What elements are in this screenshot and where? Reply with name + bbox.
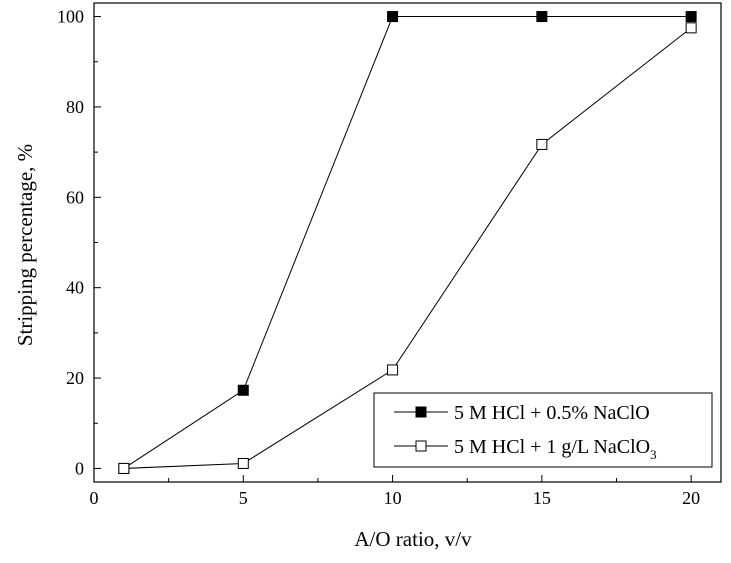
x-tick-label: 15 bbox=[533, 488, 551, 508]
data-point-series-2 bbox=[685, 22, 697, 34]
legend: 5 M HCl + 0.5% NaClO 5 M HCl + 1 g/L NaC… bbox=[373, 392, 713, 468]
data-point-series-2 bbox=[118, 462, 130, 474]
x-tick-label: 10 bbox=[384, 488, 402, 508]
y-tick-label: 80 bbox=[66, 97, 84, 117]
data-point-series-1 bbox=[387, 11, 399, 23]
plot-layer: 0 5 10 15 20 0 20 40 60 80 100 bbox=[57, 2, 722, 508]
legend-label-series-2-subscript: 3 bbox=[650, 447, 657, 462]
legend-frame bbox=[373, 392, 713, 468]
legend-label-series-2: 5 M HCl + 1 g/L NaClO3 bbox=[454, 436, 657, 462]
legend-label-series-2-text: 5 M HCl + 1 g/L NaClO bbox=[454, 436, 650, 458]
data-point-series-2 bbox=[237, 457, 249, 469]
y-tick-label: 100 bbox=[57, 7, 84, 27]
x-tick-label: 20 bbox=[682, 488, 700, 508]
x-tick-label: 5 bbox=[239, 488, 248, 508]
x-axis-title: A/O ratio, v/v bbox=[354, 527, 472, 551]
data-point-series-2 bbox=[536, 138, 548, 150]
legend-marker-series-2 bbox=[415, 440, 427, 452]
y-tick-label: 0 bbox=[75, 458, 84, 478]
x-tick-label: 0 bbox=[90, 488, 99, 508]
data-point-series-2 bbox=[387, 364, 399, 376]
data-point-series-1 bbox=[685, 11, 697, 23]
y-tick-label: 40 bbox=[66, 278, 84, 298]
y-tick-label: 20 bbox=[66, 368, 84, 388]
data-point-series-1 bbox=[536, 11, 548, 23]
y-tick-label: 60 bbox=[66, 187, 84, 207]
y-axis-title: Stripping percentage, % bbox=[13, 144, 37, 346]
data-point-series-1 bbox=[237, 384, 249, 396]
legend-marker-series-1 bbox=[415, 406, 427, 418]
legend-label-series-1: 5 M HCl + 0.5% NaClO bbox=[454, 402, 650, 424]
